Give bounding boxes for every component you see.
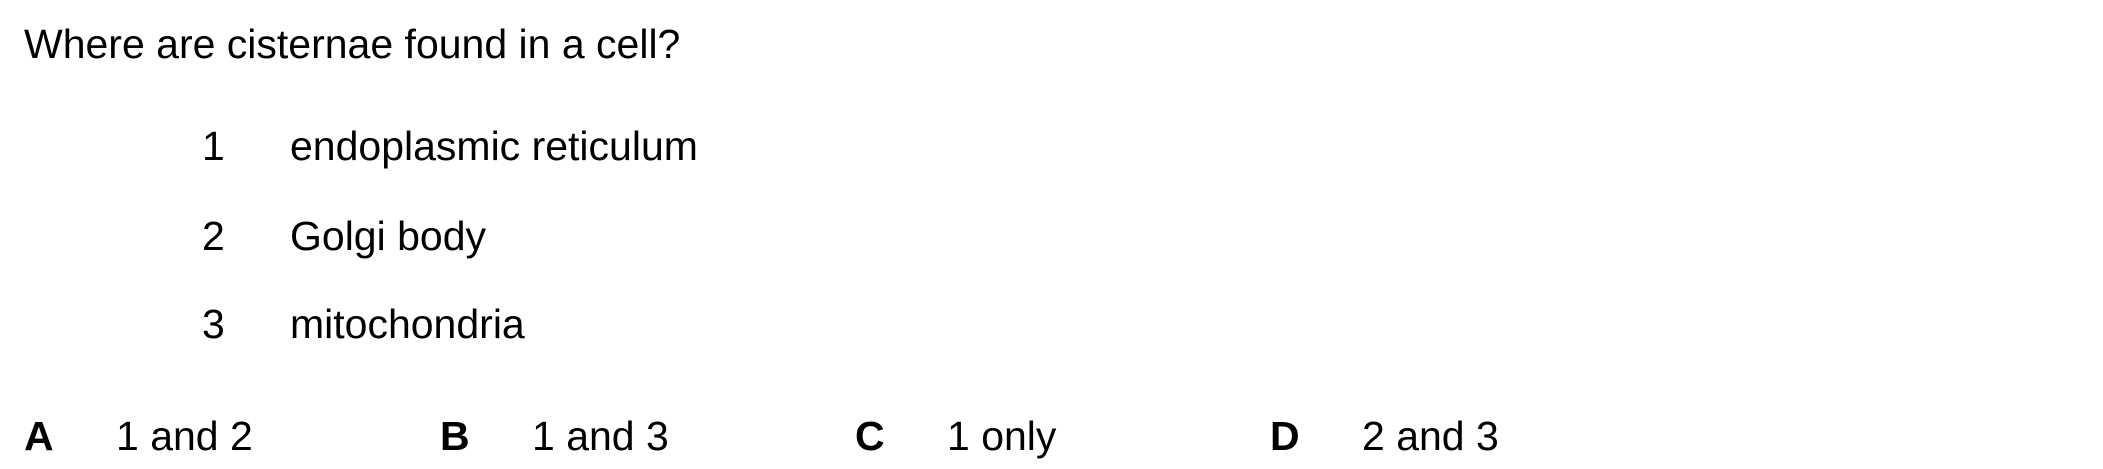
statement-number: 1: [202, 123, 225, 169]
answer-options: A 1 and 2 B 1 and 3 C 1 only D 2 and 3: [0, 406, 2103, 466]
option-a[interactable]: A 1 and 2: [24, 406, 324, 466]
option-text: 1 and 2: [116, 413, 253, 459]
statement-number: 3: [202, 301, 225, 347]
option-letter: B: [440, 413, 470, 459]
question-text: Where are cisternae found in a cell?: [24, 21, 681, 67]
option-text: 2 and 3: [1362, 413, 1499, 459]
option-d[interactable]: D 2 and 3: [1270, 406, 1570, 466]
option-c[interactable]: C 1 only: [855, 406, 1155, 466]
statement-text: mitochondria: [290, 301, 525, 347]
option-b[interactable]: B 1 and 3: [440, 406, 740, 466]
option-letter: D: [1270, 413, 1300, 459]
statement-text: Golgi body: [290, 213, 487, 259]
option-text: 1 and 3: [532, 413, 669, 459]
statement-text: endoplasmic reticulum: [290, 123, 698, 169]
option-letter: A: [24, 413, 54, 459]
statement-number: 2: [202, 213, 225, 259]
option-letter: C: [855, 413, 885, 459]
option-text: 1 only: [947, 413, 1057, 459]
